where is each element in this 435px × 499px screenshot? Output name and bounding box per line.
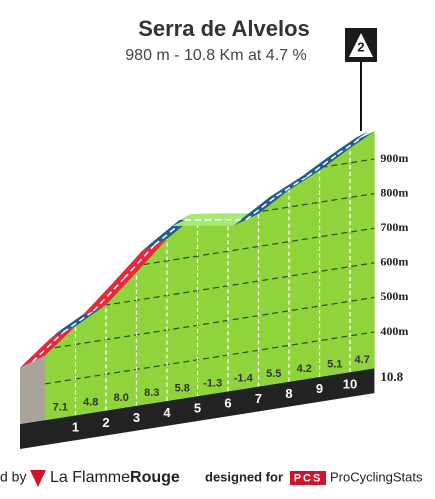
- y-tick-label: 400m: [380, 324, 408, 338]
- km-label: 9: [316, 381, 323, 396]
- gradient-label: 8.0: [114, 392, 129, 404]
- y-tick-label: 700m: [380, 220, 408, 234]
- km-label: 8: [285, 386, 292, 401]
- gradient-label: -1.4: [234, 373, 254, 385]
- gradient-label: 5.1: [327, 358, 342, 370]
- gradient-label: 8.3: [144, 387, 159, 399]
- profile-face: [350, 131, 374, 372]
- side-wall: [20, 356, 45, 424]
- chart-title: Serra de Alvelos: [138, 16, 310, 41]
- profile-face: [259, 190, 290, 386]
- profile-face: [198, 214, 229, 396]
- km-label: 6: [224, 396, 231, 411]
- category-label: 2: [357, 39, 364, 54]
- y-tick-label: 500m: [380, 289, 408, 303]
- brand-light-text: La Flamme: [50, 469, 130, 486]
- gradient-label: 4.8: [83, 397, 98, 409]
- y-tick-label: 600m: [380, 255, 408, 269]
- powered-by: d by: [0, 469, 26, 485]
- designed-for: designed for: [205, 469, 283, 484]
- gradient-label: -1.3: [203, 378, 222, 390]
- y-tick-label: 900m: [380, 151, 408, 165]
- profile-face: [167, 214, 198, 401]
- km-label: 4: [163, 405, 171, 420]
- gradient-label: 7.1: [53, 402, 68, 414]
- plot: 400m 500m 600m 700m 800m 900m 1 2 3 4 5 6 7 8 9 10 7.1 4.…: [20, 131, 408, 449]
- gradient-label: 5.5: [266, 368, 281, 380]
- profile-face: [228, 214, 259, 391]
- km-label: 10: [343, 376, 357, 391]
- length-label: 10.8: [380, 369, 403, 384]
- km-label: 2: [102, 415, 109, 430]
- km-label: 5: [194, 400, 201, 415]
- gradient-label: 4.7: [355, 354, 370, 366]
- y-tick-label: 800m: [380, 185, 408, 199]
- flamme-logo: [30, 470, 46, 487]
- km-label: 3: [133, 410, 140, 425]
- footer: d by La FlammeRouge designed for PCS Pro…: [0, 469, 423, 487]
- pcs-name: ProCyclingStats: [330, 469, 423, 484]
- profile-face: [320, 148, 351, 377]
- chart-subtitle: 980 m - 10.8 Km at 4.7 %: [125, 47, 306, 64]
- brand-bold-text: Rouge: [130, 469, 180, 486]
- km-label: 1: [72, 420, 79, 435]
- brand-light: La FlammeRouge: [50, 469, 180, 486]
- pcs-logo-text: PCS: [294, 472, 323, 484]
- km-label: 7: [255, 391, 262, 406]
- gradient-label: 5.8: [175, 382, 190, 394]
- gradient-label: 4.2: [297, 363, 312, 375]
